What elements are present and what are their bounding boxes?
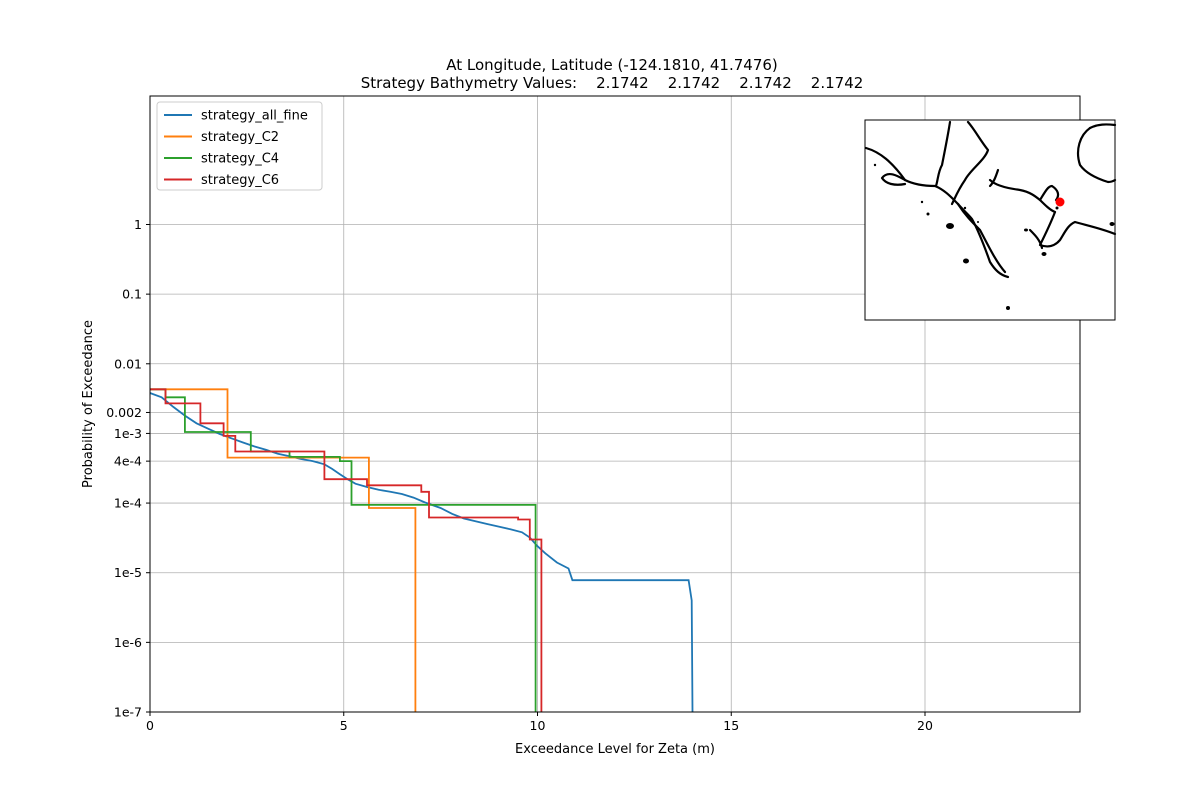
y-tick-label: 1e-6	[114, 635, 142, 650]
series-line-strategy_C2	[150, 388, 417, 712]
legend-entry: strategy_C2	[201, 130, 279, 145]
legend-entry: strategy_all_fine	[201, 109, 308, 124]
x-axis-ticks: 0 5 10 15 20	[146, 712, 933, 733]
y-tick-label: 1e-5	[114, 565, 142, 580]
y-tick-label: 0.002	[106, 405, 142, 420]
chart-title: At Longitude, Latitude (-124.1810, 41.74…	[446, 56, 778, 74]
y-axis-label: Probability of Exceedance	[81, 320, 96, 488]
grid-lines	[149, 96, 1080, 713]
islands	[873, 163, 1115, 310]
chart-subtitle: Strategy Bathymetry Values: 2.1742 2.174…	[361, 74, 864, 92]
x-tick-label: 10	[530, 718, 546, 733]
legend-entry: strategy_C6	[201, 173, 279, 188]
coastline	[864, 120, 1117, 279]
plot-frame	[149, 95, 1081, 713]
series-line-strategy_C4	[150, 388, 537, 712]
inset-map	[864, 119, 1117, 321]
y-tick-label: 0.1	[122, 287, 142, 302]
y-tick-label: 4e-4	[114, 454, 142, 469]
series-layer	[149, 388, 694, 713]
x-axis-label: Exceedance Level for Zeta (m)	[515, 742, 715, 757]
x-tick-label: 15	[723, 718, 739, 733]
y-tick-label: 0.01	[114, 356, 142, 371]
y-tick-label: 1e-3	[114, 426, 142, 441]
legend-box	[156, 101, 323, 191]
inset-map-frame	[864, 119, 1116, 321]
location-marker	[1055, 197, 1065, 207]
y-tick-label: 1e-7	[114, 705, 142, 720]
series-line-strategy_all_fine	[149, 392, 694, 713]
legend: strategy_all_fine strategy_C2 strategy_C4s…	[156, 101, 323, 191]
x-tick-label: 5	[340, 718, 348, 733]
y-tick-label: 1	[134, 217, 142, 232]
x-tick-label: 20	[917, 718, 933, 733]
x-tick-label: 0	[146, 718, 154, 733]
y-tick-label: 1e-4	[114, 496, 142, 511]
y-axis-ticks: 1 0.1 0.01 0.002 1e-3 4e-4 1e-4 1e-5 1e-6 1e-7	[106, 217, 150, 720]
legend-entry: strategy_C4	[201, 152, 279, 167]
series-line-strategy_C6	[150, 388, 543, 712]
